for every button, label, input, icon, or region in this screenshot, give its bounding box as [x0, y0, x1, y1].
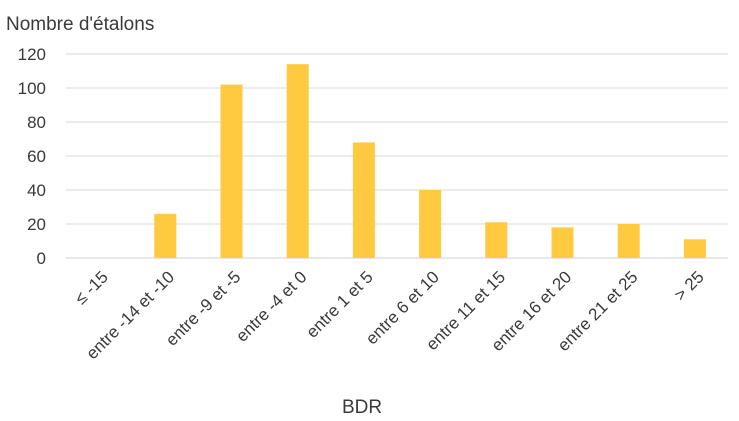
- bar: [220, 84, 243, 258]
- y-tick-label: 0: [37, 249, 46, 268]
- bar: [352, 142, 375, 258]
- y-tick-label: 100: [18, 79, 46, 98]
- y-axis-label: Nombre d'étalons: [6, 14, 154, 35]
- bar: [617, 224, 640, 258]
- y-tick-label: 20: [27, 215, 46, 234]
- y-tick-label: 40: [27, 181, 46, 200]
- x-category-label: entre -4 et 0: [232, 267, 310, 345]
- bar: [551, 227, 574, 258]
- x-category-label: > 25: [671, 267, 708, 304]
- x-axis-label: BDR: [342, 397, 382, 418]
- gridlines: [66, 53, 728, 259]
- bars: [154, 64, 706, 258]
- y-tick-label: 60: [27, 147, 46, 166]
- bar: [154, 213, 177, 258]
- x-category-label: ≤ -15: [71, 267, 112, 308]
- bar: [485, 222, 508, 258]
- y-tick-label: 120: [18, 45, 46, 64]
- bar: [286, 64, 309, 258]
- y-tick-label: 80: [27, 113, 46, 132]
- bar: [419, 190, 442, 258]
- bar: [683, 239, 706, 258]
- y-tick-labels: 0 20 40 60 80 100 120: [18, 45, 46, 268]
